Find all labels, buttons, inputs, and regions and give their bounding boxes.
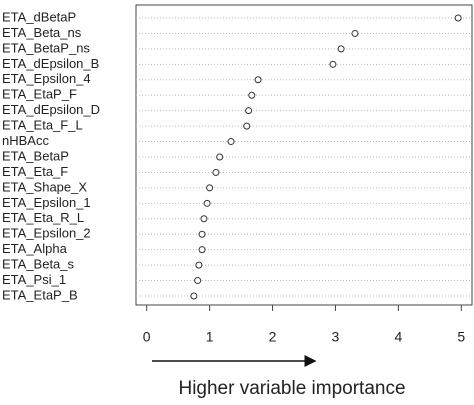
y-tick-label: ETA_Eta_F_L [2,118,83,133]
dot [195,261,203,269]
dot [351,29,359,37]
dot [203,199,211,207]
y-tick-label: ETA_dEpsilon_D [2,102,100,117]
dot [216,153,224,161]
x-tick-label: 5 [457,329,465,345]
y-tick-label: ETA_Epsilon_4 [2,71,91,86]
y-tick-label: nHBAcc [2,133,49,148]
y-tick-label: ETA_dBetaP [2,9,76,24]
dot [206,184,214,192]
y-tick-label: ETA_Epsilon_2 [2,226,91,241]
dot [200,215,208,223]
x-axis-label: Higher variable importance [178,378,405,399]
x-tick-label: 0 [143,329,151,345]
y-tick-label: ETA_Shape_X [2,179,87,194]
dot [198,230,206,238]
dot [190,292,198,300]
y-tick-label: ETA_Beta_s [2,257,75,272]
dot [454,14,462,22]
dot [245,107,253,115]
dot [194,277,202,285]
dot [243,122,251,130]
x-tick-label: 2 [269,329,277,345]
y-tick-label: ETA_Eta_F [2,164,68,179]
dot [212,168,220,176]
y-tick-label: ETA_Beta_ns [2,25,82,40]
y-tick-label: ETA_Epsilon_1 [2,195,91,210]
dot [198,246,206,254]
dot [329,60,337,68]
dot [227,138,235,146]
x-tick-label: 4 [394,329,402,345]
y-tick-label: ETA_EtaP_F [2,87,77,102]
dot [337,45,345,53]
y-tick-label: ETA_EtaP_B [2,287,78,302]
y-tick-label: ETA_dEpsilon_B [2,56,99,71]
y-tick-label: ETA_BetaP [2,148,69,163]
y-tick-label: ETA_Psi_1 [2,272,66,287]
x-tick-label: 3 [332,329,340,345]
y-tick-label: ETA_Eta_R_L [2,210,84,225]
x-tick-label: 1 [206,329,214,345]
dot [248,91,256,99]
y-tick-label: ETA_Alpha [2,241,68,256]
y-tick-label: ETA_BetaP_ns [2,40,90,55]
dot [254,76,262,84]
plot-frame [135,4,473,306]
